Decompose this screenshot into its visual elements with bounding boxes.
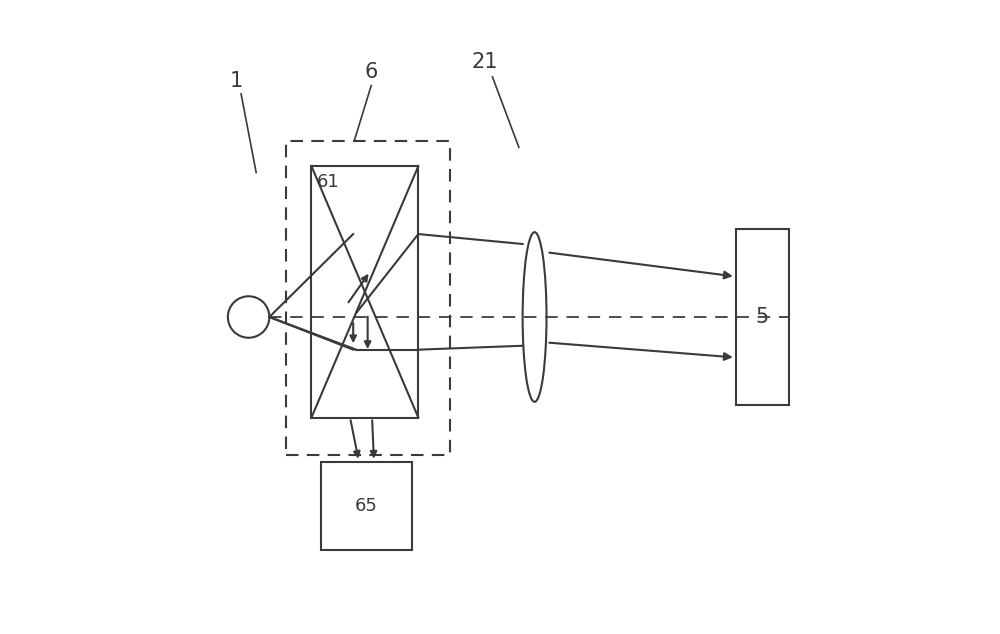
Text: 5: 5 xyxy=(756,307,769,327)
Bar xyxy=(321,462,412,550)
Text: 65: 65 xyxy=(355,496,378,515)
Text: 61: 61 xyxy=(316,173,339,191)
Text: 1: 1 xyxy=(229,72,243,91)
Bar xyxy=(736,229,789,405)
Text: 21: 21 xyxy=(471,53,498,72)
Text: 6: 6 xyxy=(364,62,378,82)
Bar xyxy=(286,141,450,455)
Bar xyxy=(311,166,418,418)
